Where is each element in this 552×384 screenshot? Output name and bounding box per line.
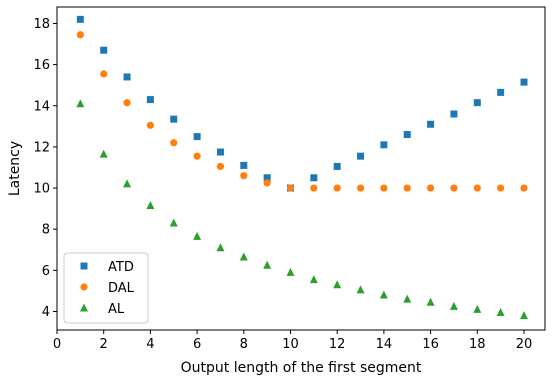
data-point [403, 184, 411, 192]
data-point [146, 121, 154, 129]
y-tick-label: 12 [33, 140, 50, 155]
legend-label-atd: ATD [108, 260, 134, 275]
data-point [193, 152, 201, 160]
data-point [497, 88, 505, 96]
data-point [473, 304, 482, 313]
x-tick-label: 16 [422, 337, 439, 352]
data-point [263, 179, 271, 187]
data-point [449, 301, 458, 310]
data-point [193, 231, 202, 240]
plot-area [76, 15, 528, 320]
data-point [426, 297, 435, 306]
data-point [123, 99, 131, 107]
data-point [76, 99, 85, 108]
data-point [146, 201, 155, 210]
data-point [146, 96, 154, 104]
data-point [309, 275, 318, 284]
data-point [76, 31, 84, 39]
plot-frame [56, 6, 546, 331]
legend-label-al: AL [108, 302, 125, 317]
data-point [333, 162, 341, 170]
data-point [263, 174, 271, 182]
data-point [263, 260, 272, 269]
data-point [193, 133, 201, 141]
data-point [379, 290, 388, 299]
x-tick-label: 8 [240, 337, 248, 352]
y-tick-label: 10 [33, 182, 50, 197]
data-point [450, 184, 458, 192]
data-point [100, 46, 108, 54]
data-point [123, 179, 132, 188]
data-point [427, 120, 435, 128]
data-point [286, 267, 295, 276]
data-point [169, 218, 178, 227]
x-axis: 0 2 4 6 8 10 12 14 16 18 20 [53, 330, 532, 352]
data-point [310, 184, 318, 192]
y-tick-label: 4 [42, 305, 50, 320]
series-dal [76, 31, 528, 192]
series-al [76, 99, 528, 320]
data-point [310, 174, 318, 182]
x-tick-label: 4 [146, 337, 154, 352]
y-tick-label: 14 [33, 99, 50, 114]
data-point [520, 78, 528, 86]
data-point [170, 139, 178, 147]
legend-marker-al [80, 303, 88, 312]
legend-box [63, 252, 149, 324]
data-point [473, 184, 481, 192]
x-tick-label: 18 [469, 337, 486, 352]
data-point [380, 184, 388, 192]
data-point [356, 285, 365, 294]
x-axis-label: Output length of the first segment [181, 360, 422, 376]
x-tick-label: 12 [329, 337, 346, 352]
y-axis-label: Latency [7, 141, 23, 196]
data-point [497, 184, 505, 192]
x-tick-label: 0 [53, 337, 61, 352]
data-point [123, 73, 131, 81]
data-point [520, 184, 528, 192]
data-point [216, 148, 224, 156]
data-point [496, 308, 505, 317]
data-point [216, 243, 225, 252]
x-tick-label: 20 [516, 337, 533, 352]
y-tick-label: 18 [33, 17, 50, 32]
data-point [240, 172, 248, 180]
y-tick-label: 8 [42, 223, 50, 238]
legend: ATD DAL AL [63, 252, 149, 324]
data-point [170, 115, 178, 123]
y-tick-label: 6 [42, 264, 50, 279]
data-point [333, 280, 342, 289]
data-point [403, 294, 412, 303]
data-point [450, 110, 458, 118]
data-point [216, 162, 225, 171]
x-tick-label: 2 [100, 337, 108, 352]
data-point [357, 152, 365, 160]
data-point [286, 184, 295, 192]
x-tick-label: 10 [282, 337, 299, 352]
data-point [333, 184, 341, 192]
legend-label-dal: DAL [108, 281, 135, 296]
data-point [99, 149, 108, 158]
legend-marker-atd [80, 262, 88, 270]
data-point [100, 70, 108, 78]
data-point [473, 99, 481, 107]
legend-marker-dal [80, 283, 88, 291]
data-point [240, 161, 248, 169]
data-point [356, 184, 365, 192]
data-point [403, 131, 411, 139]
x-tick-label: 14 [376, 337, 393, 352]
data-point [76, 15, 84, 23]
y-axis: 4 6 8 10 12 14 16 18 [33, 17, 57, 320]
data-point [380, 141, 388, 149]
data-point [426, 184, 435, 192]
x-tick-label: 6 [193, 337, 201, 352]
data-point [519, 311, 528, 320]
data-point [239, 252, 248, 261]
y-tick-label: 16 [33, 58, 50, 73]
